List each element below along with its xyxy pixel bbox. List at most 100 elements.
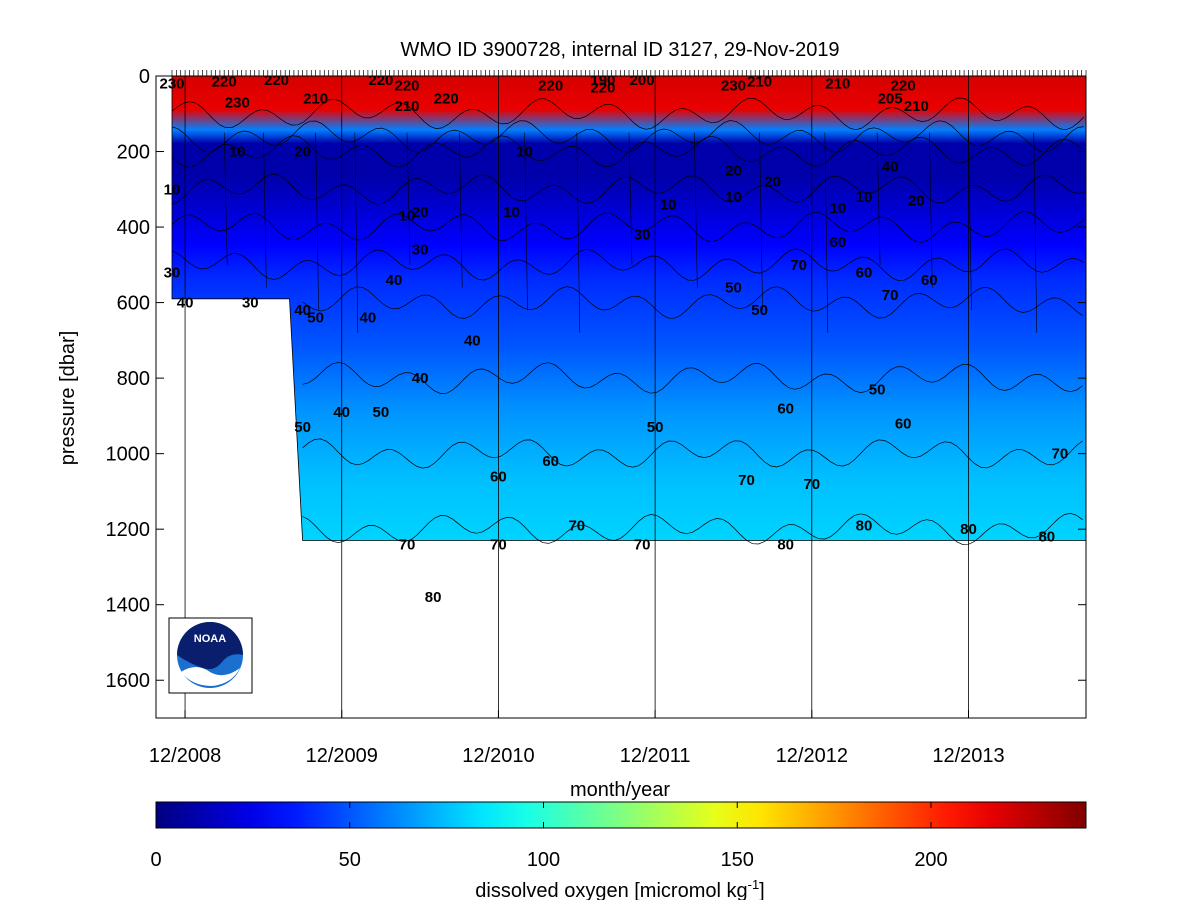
colorbar-tick-label: 150	[721, 849, 754, 871]
contour-label: 50	[373, 404, 390, 421]
y-tick-label: 200	[117, 142, 150, 164]
contour-label: 10	[399, 208, 416, 225]
contour-label: 30	[634, 227, 651, 244]
x-tick-label: 12/2012	[776, 745, 848, 767]
x-axis-label: month/year	[570, 779, 670, 801]
contour-label: 10	[856, 189, 873, 206]
colorbar-label: dissolved oxygen [micromol kg-1]	[475, 877, 764, 900]
contour-label: 220	[434, 91, 459, 108]
colorbar-tick-label: 50	[339, 849, 361, 871]
trough-streak	[524, 132, 528, 311]
contour-label: 30	[164, 264, 181, 281]
contour-line	[171, 135, 1085, 168]
contour-label: 50	[307, 310, 324, 327]
contour-label: 60	[830, 234, 847, 251]
contour-line	[302, 438, 1083, 469]
contour-label: 40	[386, 272, 403, 289]
contour-label: 220	[538, 77, 563, 94]
contour-label: 80	[777, 536, 794, 553]
contour-label: 50	[751, 302, 768, 319]
contour-label: 210	[303, 91, 328, 108]
contour-label: 50	[725, 280, 742, 297]
contour-label: 20	[412, 204, 429, 221]
noaa-logo: NOAA	[168, 617, 253, 694]
contour-line	[171, 173, 1085, 205]
contour-label: 10	[229, 144, 246, 161]
y-axis: 0 200 400 600 800 1000 1200 1400 1600	[106, 66, 1086, 692]
contour-line	[302, 286, 1083, 319]
contour-label: 20	[764, 174, 781, 191]
contour-label: 210	[394, 98, 419, 115]
trough-streak	[759, 132, 763, 311]
chart-title: WMO ID 3900728, internal ID 3127, 29-Nov…	[400, 39, 839, 61]
contour-label: 10	[503, 204, 520, 221]
trough-streak	[406, 132, 411, 265]
trough-streak	[929, 132, 933, 288]
contour-label: 40	[294, 302, 311, 319]
contour-label: 70	[738, 472, 755, 489]
y-tick-label: 1600	[106, 670, 151, 692]
contour-label: 70	[568, 517, 585, 534]
contour-label: 200	[630, 72, 655, 89]
contour-label: 40	[412, 370, 429, 387]
contour-label: 210	[747, 74, 772, 91]
trough-streaks	[223, 132, 1038, 333]
contour-label: 40	[360, 310, 377, 327]
contour-label: 60	[921, 272, 938, 289]
colorbar-tick-label: 200	[914, 849, 947, 871]
colorbar-label-main: dissolved oxygen [micromol kg	[475, 880, 747, 900]
contour-label: 10	[516, 144, 533, 161]
trough-streak	[824, 132, 829, 333]
contour-label: 80	[960, 521, 977, 538]
contour-label: 30	[412, 242, 429, 259]
contour-label: 60	[542, 453, 559, 470]
contour-label: 50	[869, 381, 886, 398]
contour-label: 70	[490, 536, 507, 553]
y-tick-label: 400	[117, 217, 150, 239]
contour-label: 20	[294, 144, 311, 161]
contour-label: 50	[647, 419, 664, 436]
contour-label: 220	[394, 77, 419, 94]
contour-line	[302, 513, 1083, 545]
contour-label: 220	[368, 72, 393, 89]
contour-label: 210	[904, 98, 929, 115]
contour-label: 70	[399, 536, 416, 553]
trough-streak	[263, 132, 267, 288]
contour-label: 60	[856, 264, 873, 281]
y-tick-label: 800	[117, 368, 150, 390]
contour-label: 220	[590, 79, 615, 96]
y-tick-label: 1400	[106, 595, 151, 617]
contour-label: 220	[891, 77, 916, 94]
colorbar: 0 50 100 150 200 dissolved oxygen [micromol …	[150, 801, 1087, 900]
contour-label: 40	[464, 332, 481, 349]
vertical-grid	[184, 76, 969, 718]
y-tick-label: 600	[117, 293, 150, 315]
contour-label: 220	[212, 74, 237, 91]
y-tick-label: 1200	[106, 519, 151, 541]
contour-label: 40	[177, 295, 194, 312]
colorbar-bar	[155, 801, 1087, 829]
colorbar-tick-label: 0	[150, 849, 161, 871]
y-tick-label: 0	[139, 66, 150, 88]
x-axis: 12/2008 12/2009 12/2010 12/2011 12/2012 12/20…	[149, 710, 1005, 767]
contour-label: 10	[830, 200, 847, 217]
contour-line	[171, 211, 1085, 243]
contour-label: 40	[333, 404, 350, 421]
y-axis-label: pressure [dbar]	[57, 331, 79, 466]
x-tick-label: 12/2013	[932, 745, 1004, 767]
trough-streak	[458, 132, 463, 288]
noaa-logo-text: NOAA	[194, 633, 226, 645]
colorbar-tick-label: 100	[527, 849, 560, 871]
trough-streak	[354, 132, 359, 333]
colorbar-label-sup: -1	[748, 877, 760, 892]
trough-streak	[968, 132, 972, 311]
trough-streak	[693, 132, 698, 288]
contour-label: 50	[294, 419, 311, 436]
contour-label: 20	[908, 193, 925, 210]
contour-label: 70	[634, 536, 651, 553]
contour-label: 70	[1052, 446, 1069, 463]
contour-label: 20	[725, 162, 742, 179]
